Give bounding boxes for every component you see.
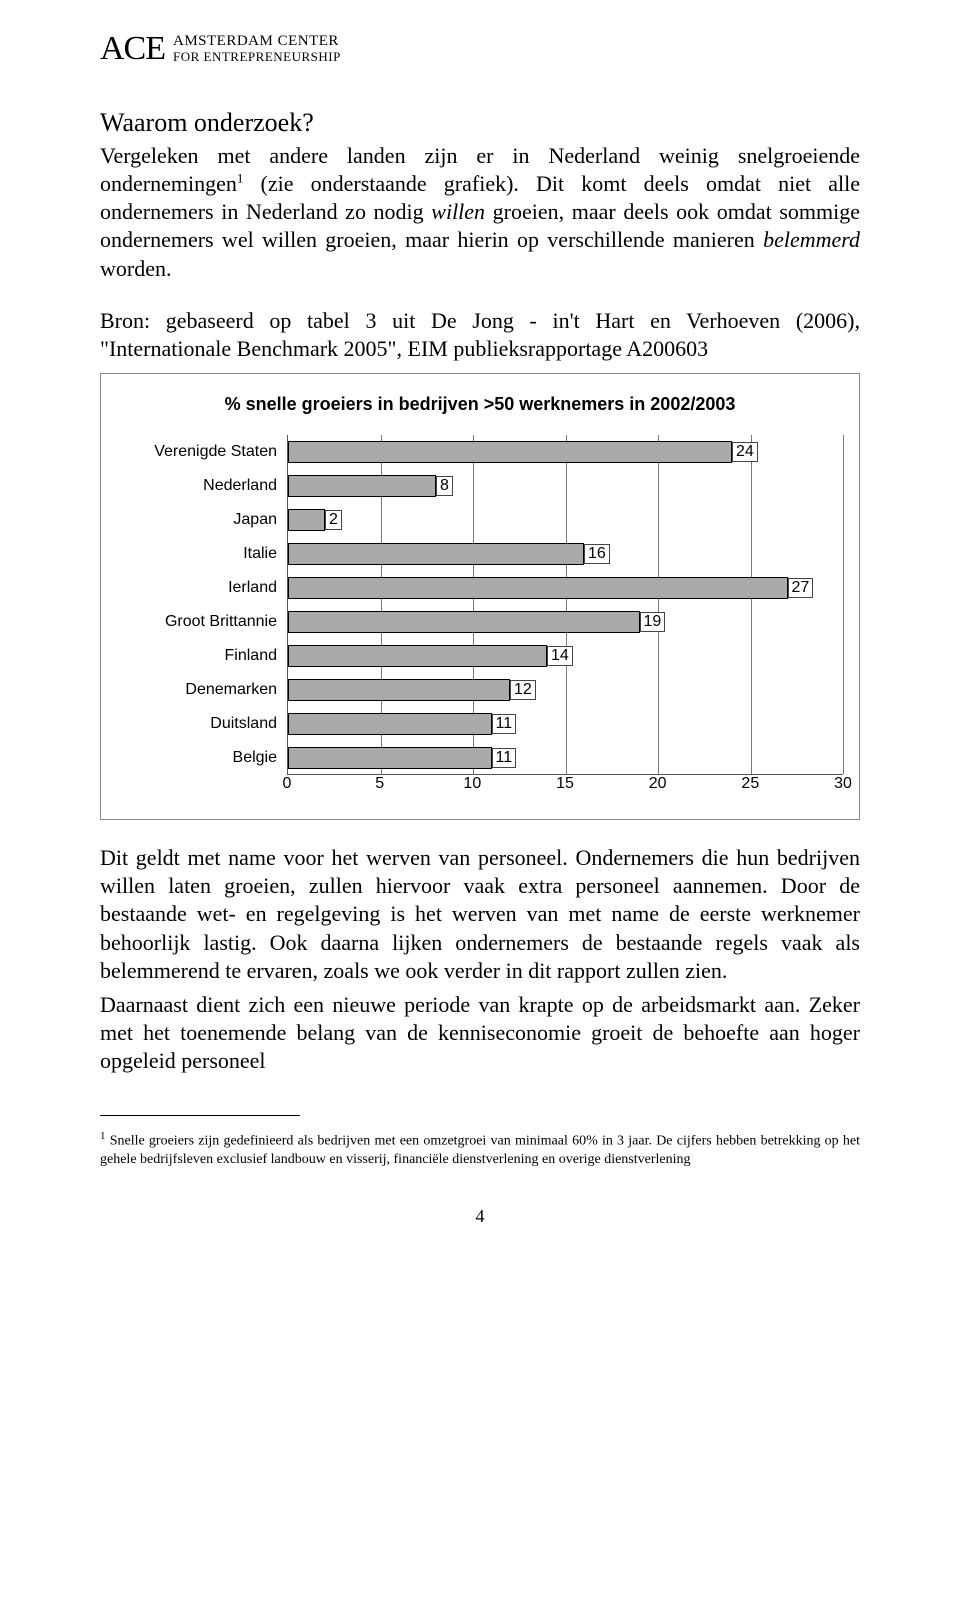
chart-bar-row: 12	[288, 673, 843, 707]
chart-category-label: Verenigde Staten	[117, 435, 287, 469]
chart-category-label: Finland	[117, 639, 287, 673]
paragraph-1: Vergeleken met andere landen zijn er in …	[100, 142, 860, 283]
chart-bar-value: 16	[584, 544, 610, 564]
logo-mark: ACE	[100, 30, 165, 68]
footnote-rule	[100, 1115, 300, 1116]
chart-bar	[288, 509, 325, 531]
chart-x-tick: 5	[375, 775, 384, 793]
section-heading: Waarom onderzoek?	[100, 108, 860, 138]
chart-bar-value: 19	[640, 612, 666, 632]
chart-category-label: Duitsland	[117, 707, 287, 741]
chart-bar-row: 11	[288, 707, 843, 741]
paragraph-3: Daarnaast dient zich een nieuwe periode …	[100, 991, 860, 1075]
p1-d: worden.	[100, 256, 171, 281]
chart-category-label: Nederland	[117, 469, 287, 503]
footnote-1: 1 Snelle groeiers zijn gedefinieerd als …	[100, 1130, 860, 1168]
chart-category-label: Groot Brittannie	[117, 605, 287, 639]
chart-bar-row: 19	[288, 605, 843, 639]
chart-x-tick: 30	[834, 775, 852, 793]
chart-bar-row: 27	[288, 571, 843, 605]
chart-source: Bron: gebaseerd op tabel 3 uit De Jong -…	[100, 307, 860, 363]
chart-plot-column: 24 8 2 16 27 19 14 12 11 11	[287, 435, 843, 775]
chart-container: % snelle groeiers in bedrijven >50 werkn…	[100, 373, 860, 820]
chart-x-tick: 10	[463, 775, 481, 793]
chart-bar-row: 24	[288, 435, 843, 469]
chart-bar-value: 14	[547, 646, 573, 666]
logo-line1: AMSTERDAM CENTER	[173, 34, 341, 50]
chart-bar-value: 11	[492, 748, 517, 768]
chart-bar	[288, 441, 732, 463]
chart-category-label: Denemarken	[117, 673, 287, 707]
chart-bar-value: 12	[510, 680, 536, 700]
paragraph-2: Dit geldt met name voor het werven van p…	[100, 844, 860, 985]
footnote-text: Snelle groeiers zijn gedefinieerd als be…	[100, 1134, 860, 1167]
logo: ACE AMSTERDAM CENTER FOR ENTREPRENEURSHI…	[100, 30, 860, 68]
chart-bar-row: 2	[288, 503, 843, 537]
chart-bar-value: 8	[436, 476, 453, 496]
chart-bar	[288, 475, 436, 497]
chart-bar-row: 16	[288, 537, 843, 571]
chart-bar	[288, 577, 788, 599]
chart-category-label: Ierland	[117, 571, 287, 605]
chart-bar	[288, 543, 584, 565]
chart-bar-value: 24	[732, 442, 758, 462]
logo-text: AMSTERDAM CENTER FOR ENTREPRENEURSHIP	[173, 34, 341, 63]
chart-bar	[288, 713, 492, 735]
p1-it2: belemmerd	[763, 227, 860, 252]
chart-category-label: Japan	[117, 503, 287, 537]
chart-x-tick: 0	[283, 775, 292, 793]
chart-category-label: Belgie	[117, 741, 287, 775]
chart-bar-row: 8	[288, 469, 843, 503]
chart-gridline	[843, 435, 844, 774]
chart-bar-value: 11	[492, 714, 517, 734]
chart-bar	[288, 645, 547, 667]
page: ACE AMSTERDAM CENTER FOR ENTREPRENEURSHI…	[0, 0, 960, 1267]
chart-category-label: Italie	[117, 537, 287, 571]
chart-bars: 24 8 2 16 27 19 14 12 11 11	[288, 435, 843, 775]
chart-body: Verenigde StatenNederlandJapanItalieIerl…	[117, 435, 843, 775]
chart-x-tick: 20	[649, 775, 667, 793]
chart-bar	[288, 679, 510, 701]
page-number: 4	[100, 1206, 860, 1227]
chart-bar-value: 2	[325, 510, 342, 530]
chart-bar-value: 27	[788, 578, 814, 598]
chart-x-tick: 15	[556, 775, 574, 793]
chart-category-column: Verenigde StatenNederlandJapanItalieIerl…	[117, 435, 287, 775]
chart-x-axis: 051015202530	[287, 775, 843, 803]
chart-bar-row: 14	[288, 639, 843, 673]
chart-bar-row: 11	[288, 741, 843, 775]
logo-line2: FOR ENTREPRENEURSHIP	[173, 50, 341, 64]
chart-title: % snelle groeiers in bedrijven >50 werkn…	[117, 394, 843, 415]
chart-bar	[288, 747, 492, 769]
p1-it1: willen	[431, 199, 485, 224]
chart-x-tick: 25	[741, 775, 759, 793]
chart-bar	[288, 611, 640, 633]
chart-plot-area: 24 8 2 16 27 19 14 12 11 11	[287, 435, 843, 775]
